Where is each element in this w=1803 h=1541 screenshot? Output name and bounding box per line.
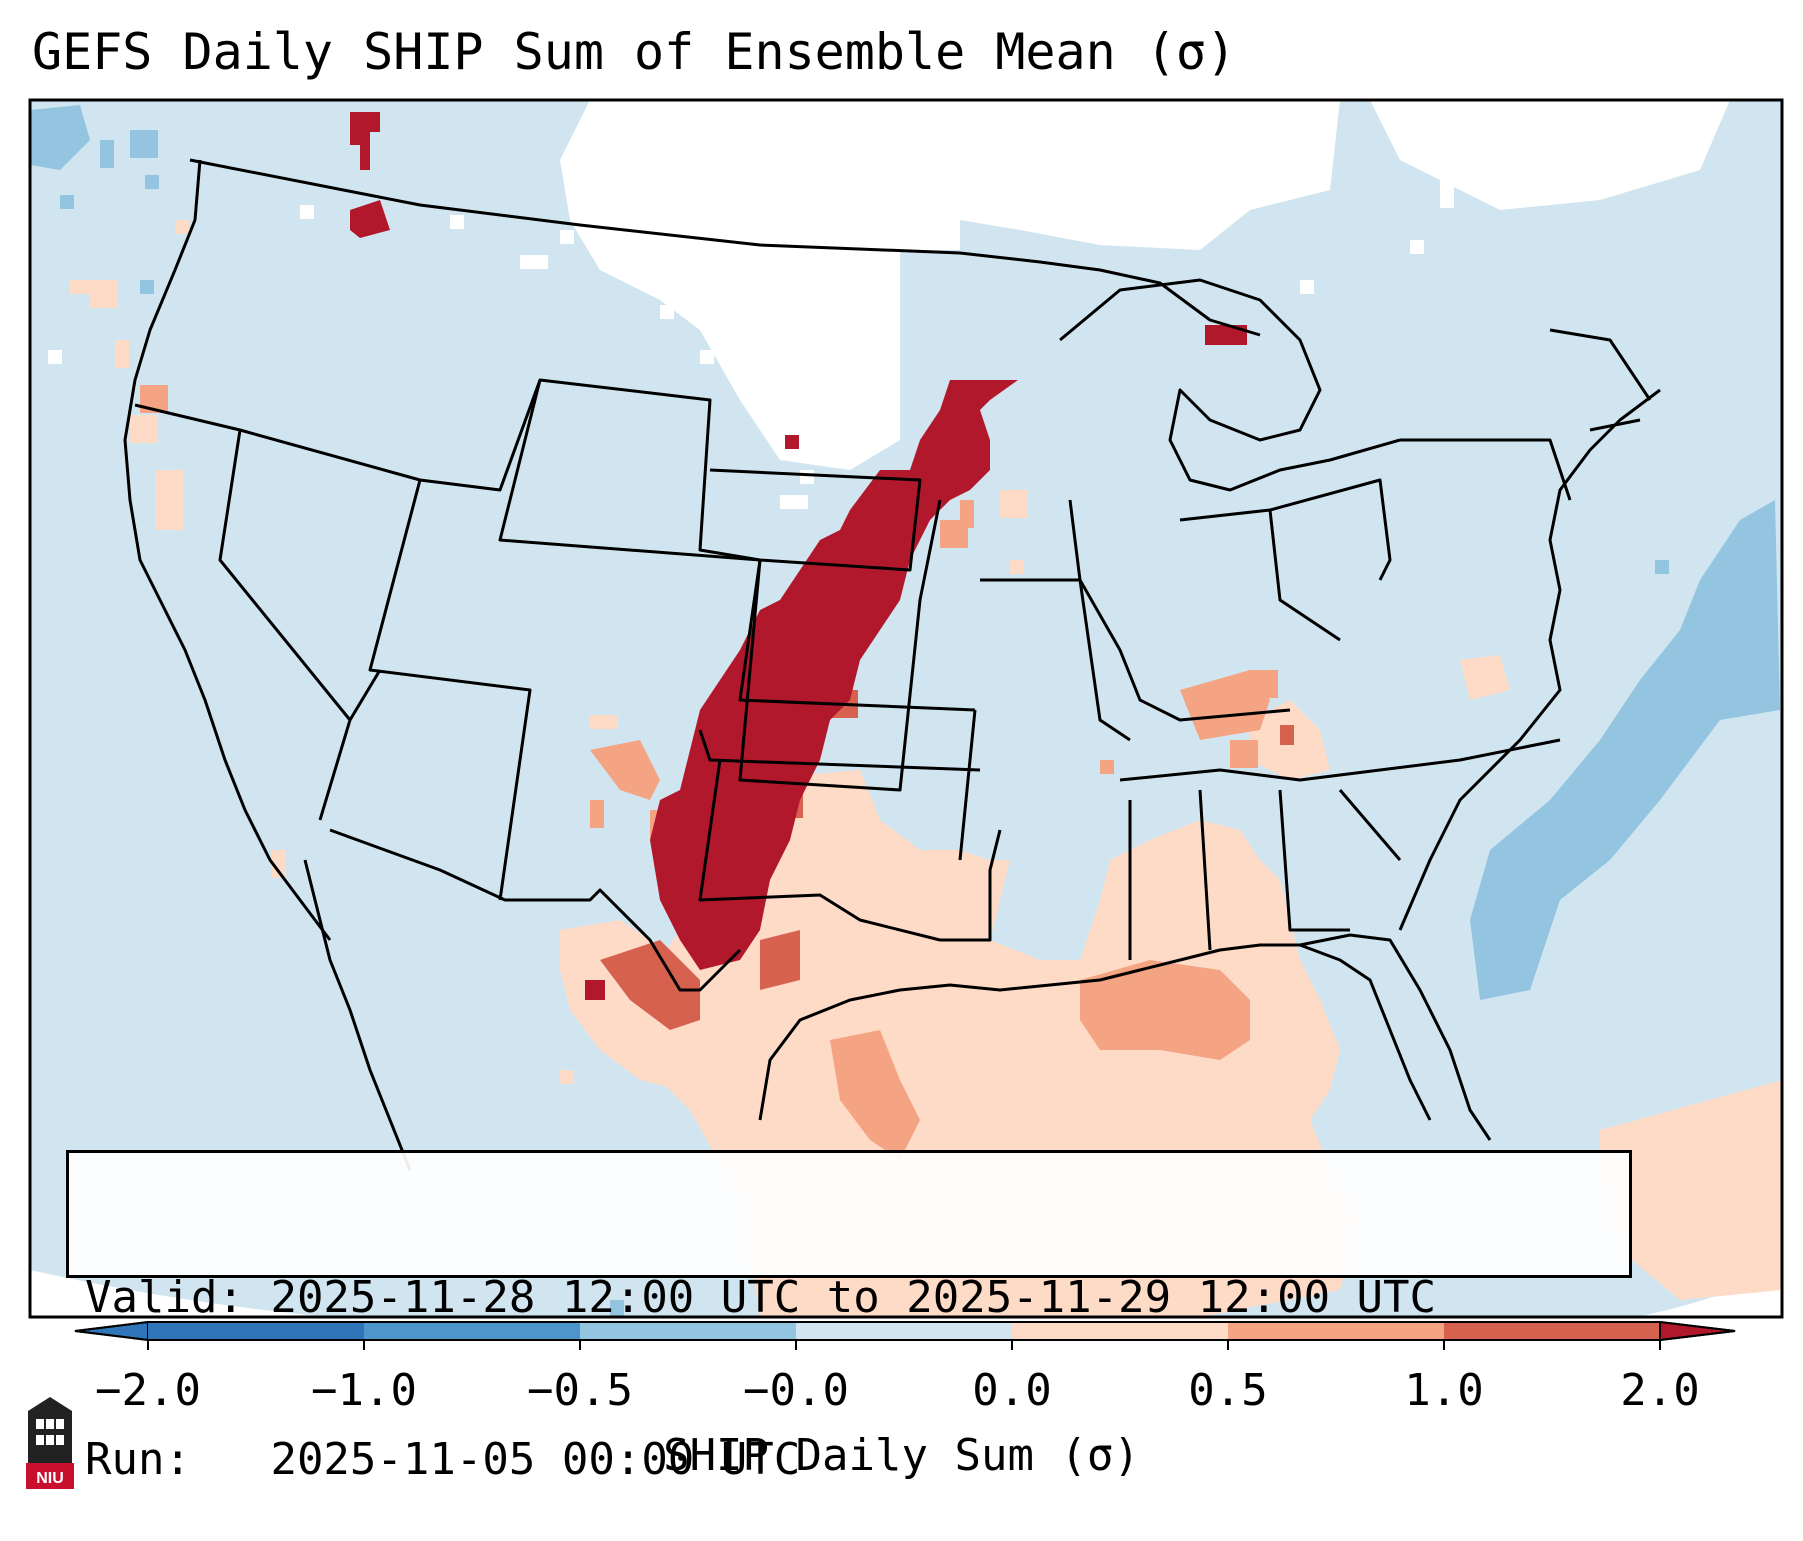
valid-value: 2025-11-28 12:00 UTC to 2025-11-29 12:00…: [270, 1272, 1437, 1323]
run-label: Run:: [85, 1434, 191, 1485]
map-frame: [28, 98, 1784, 1319]
west-coast: [123, 159, 332, 941]
gulf-coast: [758, 943, 1432, 1121]
colorbar: [74, 1320, 1736, 1350]
east-coast: [1398, 388, 1661, 931]
map-boundaries: [123, 158, 1661, 1171]
colorbar-tick-label: 0.5: [1188, 1365, 1268, 1416]
colorbar-bin-6: [1444, 1322, 1660, 1340]
colorbar-bin-0: [148, 1322, 364, 1340]
northeast-lines: [1400, 328, 1652, 501]
colorbar-tick-label: 2.0: [1620, 1365, 1700, 1416]
valid-label: Valid:: [85, 1272, 244, 1323]
colorbar-extend-high: [1659, 1320, 1736, 1342]
state-lines-west: [134, 378, 976, 901]
florida: [1299, 933, 1492, 1141]
colorbar-tick-label: −1.0: [311, 1365, 417, 1416]
colorbar-bin-2: [580, 1322, 796, 1340]
colorbar-tick-label: −0.5: [527, 1365, 633, 1416]
weak-negative-region: [30, 105, 1780, 1317]
state-lines-central: [698, 499, 1131, 942]
colorbar-tick-label: 1.0: [1404, 1365, 1484, 1416]
colorbar-tick-label: −0.0: [743, 1365, 849, 1416]
colorbar-tick-label: −2.0: [95, 1365, 201, 1416]
page-title: GEFS Daily SHIP Sum of Ensemble Mean (σ): [32, 23, 1237, 81]
run-line: Run: 2025-11-05 00:00 UTC: [85, 1433, 1629, 1487]
mexico-border: [329, 828, 742, 992]
projection-corner-right: [1635, 1270, 1782, 1317]
baja-peninsula: [303, 859, 412, 1171]
projection-corner-left: [30, 1270, 328, 1317]
niu-logo-icon: NIU: [26, 1397, 74, 1489]
great-lakes-outline: [1059, 278, 1401, 492]
colorbar-bin-5: [1228, 1322, 1444, 1340]
colorbar-label: SHIP Daily Sum (σ): [663, 1430, 1140, 1481]
canada-border: [189, 158, 1261, 337]
logo-text: NIU: [36, 1470, 64, 1487]
run-value: 2025-11-05 00:00 UTC: [270, 1434, 801, 1485]
state-lines-east: [1068, 478, 1561, 960]
map-area: [30, 100, 1782, 1317]
strong-positive-region: [350, 112, 1247, 1000]
colorbar-bin-4: [1012, 1322, 1228, 1340]
near-zero-region: [48, 100, 1730, 509]
colorbar-tick-label: 0.0: [972, 1365, 1052, 1416]
colorbar-bin-3: [796, 1322, 1012, 1340]
colorbar-bin-1: [364, 1322, 580, 1340]
valid-line: Valid: 2025-11-28 12:00 UTC to 2025-11-2…: [85, 1271, 1629, 1325]
info-box: Valid: 2025-11-28 12:00 UTC to 2025-11-2…: [66, 1150, 1632, 1485]
